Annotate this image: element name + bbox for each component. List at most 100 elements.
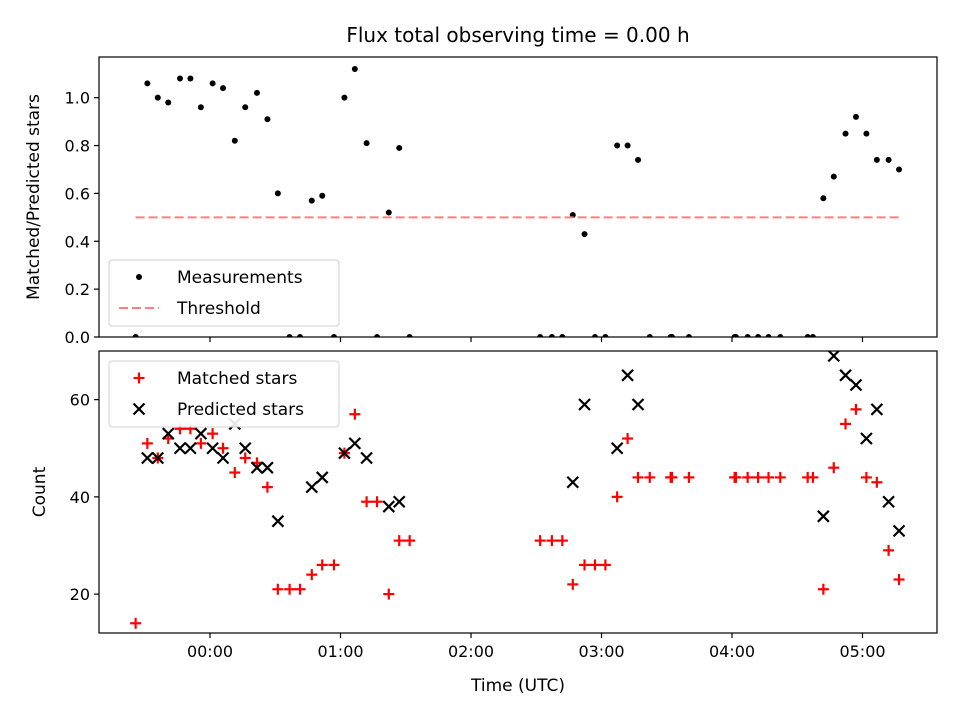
x-tick-label: 02:00 (448, 642, 494, 661)
matched-star-point (817, 583, 829, 595)
predicted-star-point (882, 495, 895, 509)
measurement-point (842, 130, 849, 137)
measurement-point (732, 334, 739, 337)
measurement-point (209, 80, 216, 87)
matched-star-point (261, 481, 273, 493)
x-axis-label: Time (UTC) (470, 676, 565, 696)
measurement-point (873, 156, 880, 163)
matched-star-point (666, 471, 678, 483)
measurement-point (559, 334, 566, 337)
matched-star-point (579, 559, 591, 571)
predicted-star-diag2 (173, 441, 187, 455)
predicted-star-point (315, 471, 329, 484)
predicted-star-diag2 (382, 500, 396, 513)
measurement-point (351, 65, 358, 72)
legend-x-d2 (132, 402, 146, 416)
predicted-star-point (631, 398, 645, 411)
measurement-point (744, 334, 751, 337)
matched-star-point (622, 433, 634, 445)
predicted-star-point (839, 369, 852, 382)
legend-dot-marker (136, 274, 142, 280)
matched-star-point (611, 491, 623, 503)
measurement-point (231, 137, 238, 144)
matched-star-point (589, 559, 601, 571)
predicted-star-point (216, 451, 230, 465)
predicted-star-diag2 (315, 471, 329, 484)
measurement-point (885, 156, 892, 163)
legend-label: Predicted stars (177, 400, 304, 420)
measurement-point (319, 192, 326, 199)
measurement-point (242, 104, 249, 111)
matched-star-point (404, 535, 416, 547)
matched-star-point (840, 418, 852, 430)
predicted-star-diag2 (338, 446, 351, 460)
legend-frame (108, 259, 340, 327)
measurement-point (863, 130, 870, 137)
predicted-star-point (250, 461, 264, 474)
predicted-star-point (870, 403, 884, 416)
measurement-point (341, 94, 348, 101)
predicted-star-point (206, 441, 219, 455)
matched-star-point (349, 408, 361, 420)
predicted-star-diag2 (161, 427, 175, 440)
matched-star-point (361, 496, 373, 508)
matched-star-point (239, 452, 251, 464)
y-tick-label: 1.0 (65, 89, 90, 108)
matched-star-point (393, 535, 405, 547)
y-tick-label: 60 (70, 391, 90, 410)
x-tick-label: 01:00 (317, 642, 363, 661)
predicted-star-point (392, 495, 406, 509)
predicted-star-point (141, 451, 154, 465)
measurement-point (614, 142, 621, 149)
measurement-point (602, 334, 609, 337)
legend-label: Threshold (176, 299, 261, 319)
predicted-star-point (610, 441, 624, 455)
predicted-star-diag2 (250, 461, 264, 474)
measurement-point (591, 334, 598, 337)
predicted-star-diag2 (849, 378, 863, 392)
measurement-point (132, 334, 139, 337)
matched-star-point (763, 471, 775, 483)
matched-star-point (683, 471, 695, 483)
matched-star-point (383, 588, 395, 600)
matched-star-point (632, 471, 644, 483)
matched-star-point (893, 574, 905, 586)
matched-star-point (752, 471, 764, 483)
predicted-star-point (827, 351, 841, 363)
matched-star-point (774, 471, 786, 483)
predicted-star-diag2 (151, 451, 165, 465)
predicted-star-diag2 (141, 451, 154, 465)
measurement-point (374, 334, 381, 337)
predicted-star-diag2 (194, 427, 208, 440)
predicted-star-diag2 (839, 369, 852, 382)
matched-star-point (807, 471, 819, 483)
predicted-star-point (817, 510, 830, 523)
predicted-star-point (161, 427, 175, 440)
y-tick-label: 0.4 (65, 232, 90, 251)
measurement-point (685, 334, 692, 337)
matched-star-point (141, 437, 153, 449)
measurement-point (165, 99, 172, 106)
measurement-point (537, 334, 544, 337)
predicted-star-diag2 (827, 351, 841, 363)
predicted-star-point (184, 441, 197, 455)
predicted-star-diag2 (206, 441, 219, 455)
predicted-star-point (849, 378, 863, 392)
x-tick-label: 03:00 (578, 642, 624, 661)
predicted-star-diag2 (216, 451, 230, 465)
measurement-point (264, 116, 271, 123)
predicted-star-diag2 (348, 437, 362, 450)
predicted-star-diag2 (860, 432, 873, 445)
matched-star-point (130, 617, 142, 629)
matched-star-point (207, 428, 219, 440)
matched-star-point (850, 403, 862, 415)
y-tick-label: 0.6 (65, 184, 90, 203)
matched-star-point (306, 569, 318, 581)
predicted-star-diag2 (360, 451, 373, 465)
predicted-star-diag2 (261, 461, 274, 474)
matched-star-point (871, 476, 883, 488)
matched-star-point (316, 559, 328, 571)
measurement-point (363, 140, 370, 147)
measurement-point (830, 173, 837, 180)
matched-star-point (328, 559, 340, 571)
